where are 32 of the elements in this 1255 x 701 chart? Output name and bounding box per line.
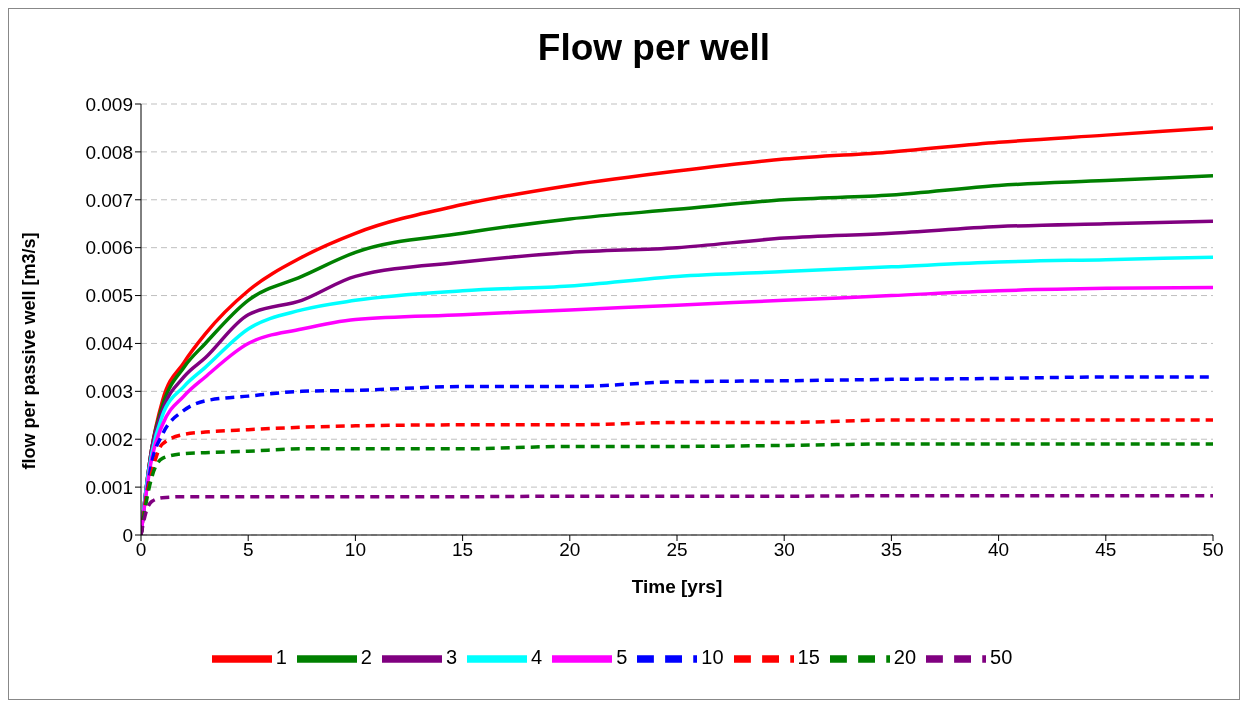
- x-axis-title: Time [yrs]: [631, 576, 723, 597]
- x-tick-label: 10: [344, 539, 366, 561]
- y-tick-label: 0.002: [85, 428, 133, 450]
- y-tick-label: 0.007: [85, 189, 133, 211]
- legend-label: 5: [616, 646, 628, 669]
- y-tick-label: 0.009: [85, 93, 133, 115]
- legend-label: 10: [701, 646, 724, 669]
- x-tick-label: 30: [773, 539, 795, 561]
- x-tick-label: 45: [1095, 539, 1117, 561]
- y-tick-label: 0.006: [85, 237, 133, 259]
- y-tick-label: 0: [122, 524, 133, 546]
- x-tick-label: 50: [1202, 539, 1224, 561]
- chart-title: Flow per well: [536, 26, 772, 70]
- legend-label: 2: [360, 646, 372, 669]
- y-tick-label: 0.004: [85, 333, 134, 355]
- x-tick-label: 5: [242, 539, 254, 561]
- legend-label: 1: [275, 646, 287, 669]
- x-tick-label: 40: [988, 539, 1010, 561]
- y-tick-label: 0.001: [85, 476, 133, 498]
- legend-label: 20: [893, 646, 917, 669]
- legend-label: 50: [990, 646, 1013, 669]
- x-tick-label: 35: [880, 539, 902, 561]
- y-axis-title: flow per passive well [m3/s]: [19, 232, 40, 470]
- x-tick-label: 15: [452, 539, 474, 561]
- x-tick-label: 20: [559, 539, 581, 561]
- x-tick-label: 25: [666, 539, 688, 561]
- legend-label: 3: [445, 646, 458, 669]
- y-tick-label: 0.008: [85, 141, 133, 163]
- y-tick-label: 0.003: [85, 381, 133, 403]
- y-tick-label: 0.005: [85, 285, 133, 307]
- legend-label: 15: [797, 646, 820, 669]
- legend-label: 4: [531, 646, 543, 669]
